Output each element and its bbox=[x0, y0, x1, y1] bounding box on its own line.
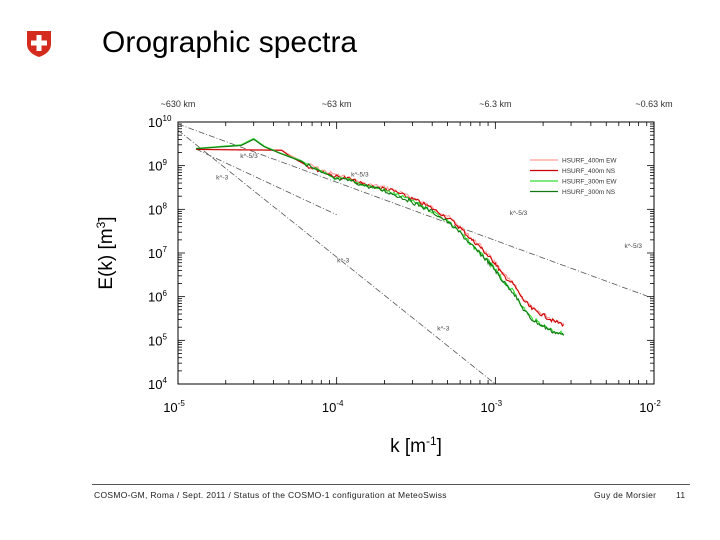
reference-slope-label: k^-3 bbox=[437, 325, 449, 332]
top-axis-label: ~6.3 km bbox=[479, 99, 511, 109]
legend-label: HSURF_300m EW bbox=[562, 179, 617, 186]
x-tick-label: 10-5 bbox=[163, 399, 185, 415]
legend-label: HSURF_400m NS bbox=[562, 168, 616, 175]
swiss-cross-shield-icon bbox=[27, 31, 51, 57]
slide-title: Orographic spectra bbox=[102, 26, 358, 59]
reference-slope-line bbox=[177, 123, 655, 300]
y-tick-label: 109 bbox=[148, 158, 167, 174]
x-tick-label: 10-2 bbox=[639, 399, 661, 415]
footer-author: Guy de Morsier bbox=[594, 490, 657, 500]
series-line bbox=[196, 148, 565, 327]
x-tick-label: 10-3 bbox=[481, 399, 503, 415]
top-axis-label: ~63 km bbox=[322, 99, 352, 109]
series-line bbox=[196, 138, 565, 336]
reference-slope-label: k^-5/3 bbox=[240, 153, 258, 160]
y-tick-label: 107 bbox=[148, 245, 167, 261]
cross-horizontal bbox=[31, 40, 47, 46]
x-axis-label: k [m-1] bbox=[390, 434, 442, 457]
page-number: 11 bbox=[676, 490, 686, 500]
legend-label: HSURF_400m EW bbox=[562, 158, 617, 165]
top-axis-label: ~630 km bbox=[161, 99, 196, 109]
y-tick-label: 1010 bbox=[148, 114, 172, 130]
x-tick-label: 10-4 bbox=[322, 399, 344, 415]
series-line bbox=[196, 137, 565, 336]
reference-slope-label: k^-3 bbox=[216, 175, 228, 182]
y-tick-label: 104 bbox=[148, 376, 167, 392]
reference-slope-label: k^-5/3 bbox=[624, 243, 642, 250]
reference-slope-label: k^-3 bbox=[337, 258, 349, 265]
reference-slope-line bbox=[177, 129, 496, 385]
y-axis-label: E(k) [m3] bbox=[94, 216, 117, 289]
y-tick-label: 105 bbox=[148, 332, 167, 348]
reference-slope-label: k^-5/3 bbox=[510, 210, 528, 217]
orographic-spectra-chart: k^-5/3 k^-5/3 k^-5/3 k^-5/3 k^-3 k^-3 k^-3 10-… bbox=[94, 99, 673, 457]
y-tick-label: 106 bbox=[148, 289, 167, 305]
series-line bbox=[196, 148, 565, 325]
legend-label: HSURF_300m NS bbox=[562, 189, 616, 196]
footer-divider bbox=[92, 484, 690, 485]
footer-text: COSMO-GM, Roma / Sept. 2011 / Status of … bbox=[94, 490, 447, 500]
y-tick-label: 108 bbox=[148, 201, 167, 217]
top-axis-label: ~0.63 km bbox=[635, 99, 672, 109]
reference-slope-line bbox=[195, 148, 337, 216]
reference-slope-label: k^-5/3 bbox=[351, 171, 369, 178]
